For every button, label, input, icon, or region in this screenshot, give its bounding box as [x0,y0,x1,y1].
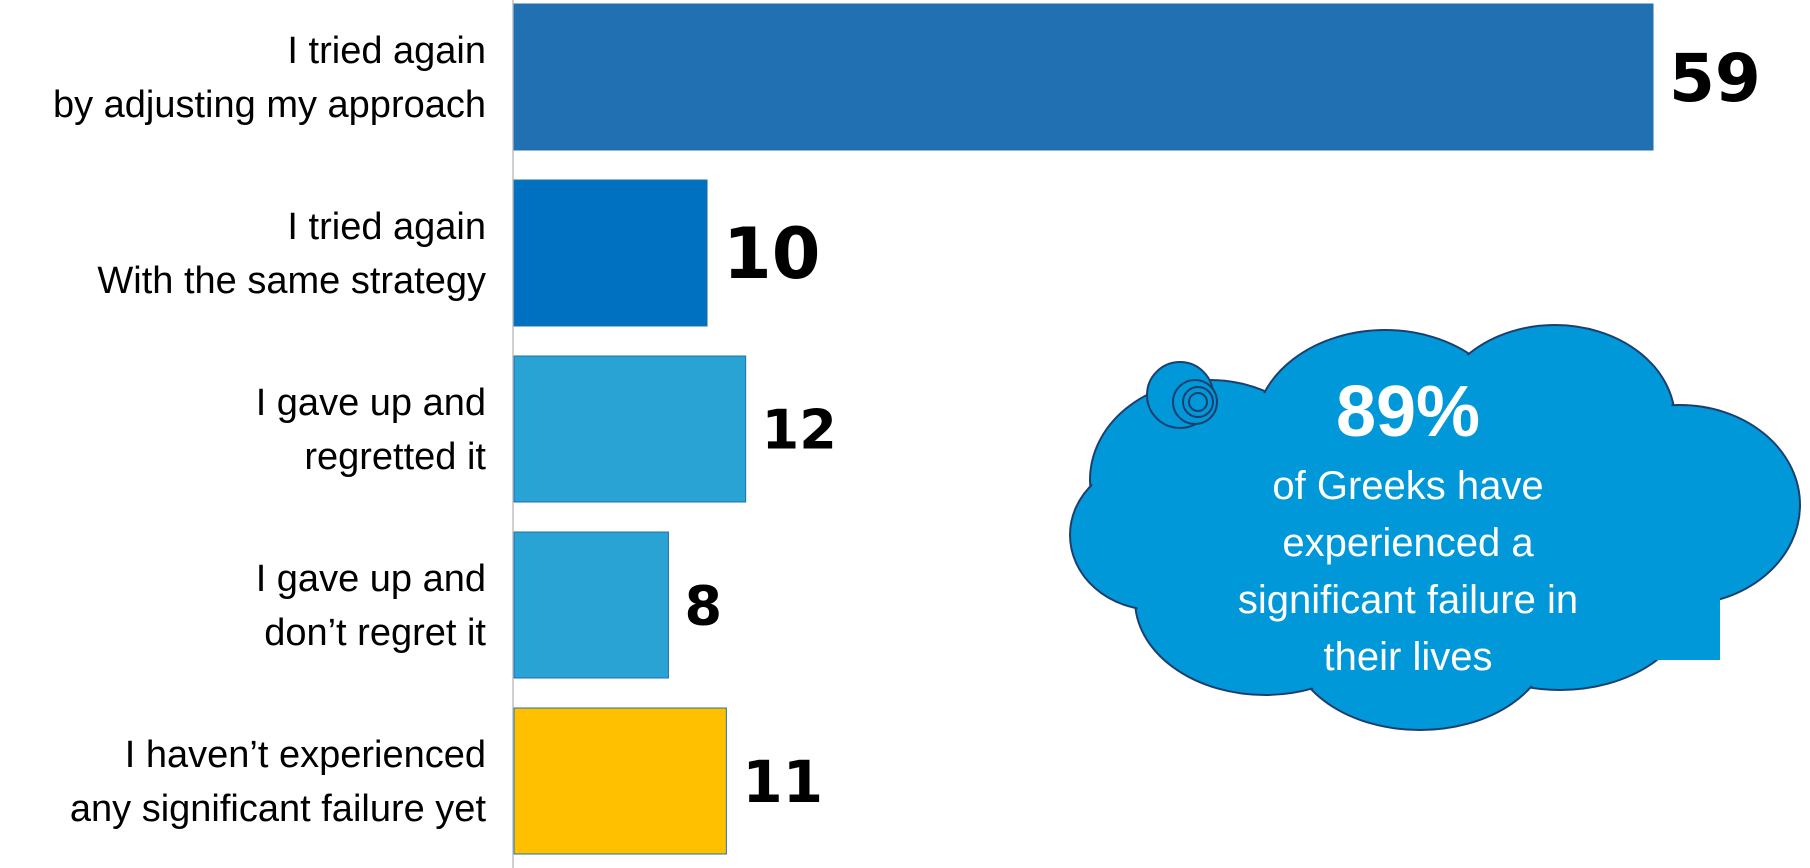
callout-percent: 89% [1336,372,1480,452]
value-label-3: 12 [762,398,837,461]
bar-3 [513,355,747,503]
value-label-2: 10 [723,213,820,295]
category-label-3-line-1: I gave up and [256,382,486,424]
cloud-fill [1072,327,1798,728]
value-label-1: 59 [1669,40,1761,117]
bar-2 [513,179,708,327]
category-label-4-line-1: I gave up and [256,558,486,600]
thought-bubble-dots [1146,361,1218,429]
callout-text: of Greeks have experienced a significant f… [1238,464,1578,679]
callout-cloud: 89% of Greeks have experienced a significa… [1069,324,1801,731]
category-label-4-line-2: don’t regret it [264,612,486,654]
bar-4 [513,531,669,679]
callout-line-1: of Greeks have [1272,464,1543,508]
callout-line-4: their lives [1324,635,1493,679]
value-label-5: 11 [742,748,823,816]
bar-1 [513,3,1654,151]
callout-line-2: experienced a [1282,521,1534,565]
category-label-3-line-2: regretted it [304,436,486,478]
category-label-1-line-2: by adjusting my approach [53,84,486,126]
category-label-5-line-1: I haven’t experienced [125,734,486,776]
value-label-4: 8 [684,574,722,637]
category-label-1-line-1: I tried again [287,30,486,72]
callout-line-3: significant failure in [1238,578,1578,622]
category-label-2-line-2: With the same strategy [97,260,486,302]
category-label-2-line-1: I tried again [287,206,486,248]
bars-layer [513,3,1654,855]
value-labels: 59 10 12 8 11 [684,40,1760,816]
category-labels: I tried again by adjusting my approach I t… [53,30,486,830]
bar-5 [513,707,727,855]
category-label-5-line-2: any significant failure yet [70,788,487,830]
